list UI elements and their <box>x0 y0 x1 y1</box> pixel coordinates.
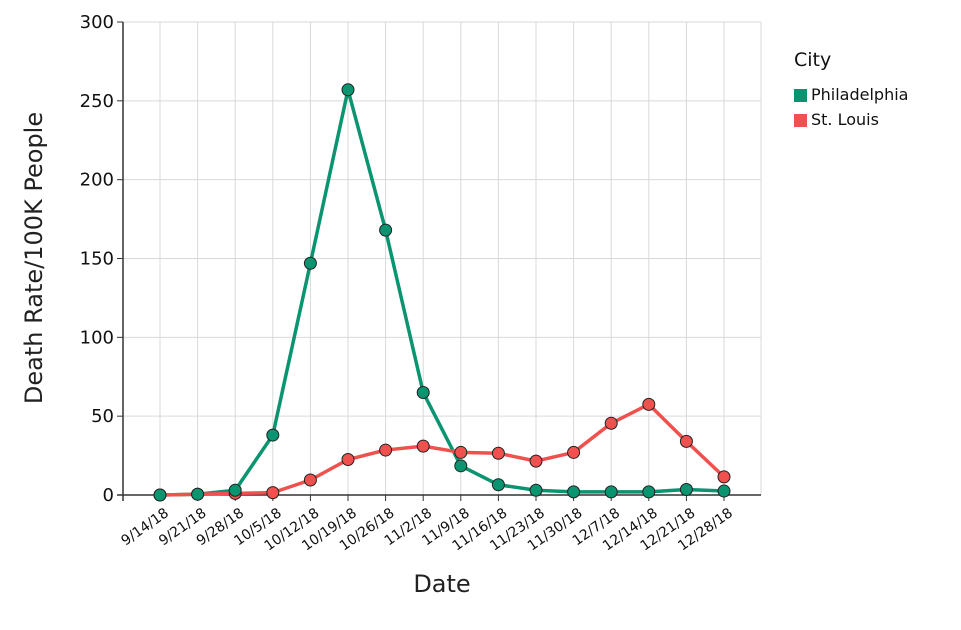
data-point <box>303 473 317 487</box>
data-point <box>642 485 656 499</box>
data-point <box>266 486 280 500</box>
legend-label: St. Louis <box>811 110 879 129</box>
y-tick-label: 150 <box>80 249 114 270</box>
legend: City Philadelphia St. Louis <box>794 49 908 129</box>
data-point <box>679 434 693 448</box>
data-point <box>341 453 355 467</box>
data-point <box>604 485 618 499</box>
data-point <box>454 445 468 459</box>
data-point <box>567 445 581 459</box>
data-point <box>416 386 430 400</box>
data-point <box>529 483 543 497</box>
y-tick-label: 0 <box>103 485 114 506</box>
legend-title: City <box>794 49 831 71</box>
data-point <box>191 487 205 501</box>
series-line <box>159 402 726 497</box>
data-point <box>341 83 355 97</box>
data-point <box>228 483 242 497</box>
data-point <box>604 416 618 430</box>
series-philadelphia <box>159 88 725 497</box>
legend-swatch <box>794 89 807 102</box>
y-tick-label: 100 <box>80 327 114 348</box>
data-point <box>454 459 468 473</box>
data-point <box>491 478 505 492</box>
data-point <box>266 428 280 442</box>
data-point <box>717 484 731 498</box>
series-line <box>159 88 725 497</box>
series-group <box>153 83 731 502</box>
data-point <box>679 482 693 496</box>
data-point <box>567 485 581 499</box>
y-tick-label: 50 <box>91 406 114 427</box>
y-axis-title: Death Rate/100K People <box>20 112 48 404</box>
series-points-philadelphia <box>153 83 731 502</box>
data-point <box>529 454 543 468</box>
x-axis-ticks: 9/14/189/21/189/28/1810/5/1810/12/1810/1… <box>119 495 736 554</box>
data-point <box>379 223 393 237</box>
data-point <box>153 488 167 502</box>
axes <box>117 22 761 501</box>
legend-label: Philadelphia <box>811 85 908 104</box>
gridlines <box>123 21 762 496</box>
y-tick-label: 200 <box>80 170 114 191</box>
data-point <box>642 397 656 411</box>
series-st-louis <box>159 402 726 497</box>
data-point <box>491 446 505 460</box>
data-point <box>416 439 430 453</box>
legend-swatch <box>794 114 807 127</box>
x-axis-title: Date <box>413 570 470 598</box>
data-point <box>717 470 731 484</box>
data-point <box>303 256 317 270</box>
y-tick-label: 250 <box>80 91 114 112</box>
y-axis-ticks: 0 50 100 150 200 250 300 <box>80 12 123 506</box>
y-tick-label: 300 <box>80 12 114 33</box>
data-point <box>379 443 393 457</box>
